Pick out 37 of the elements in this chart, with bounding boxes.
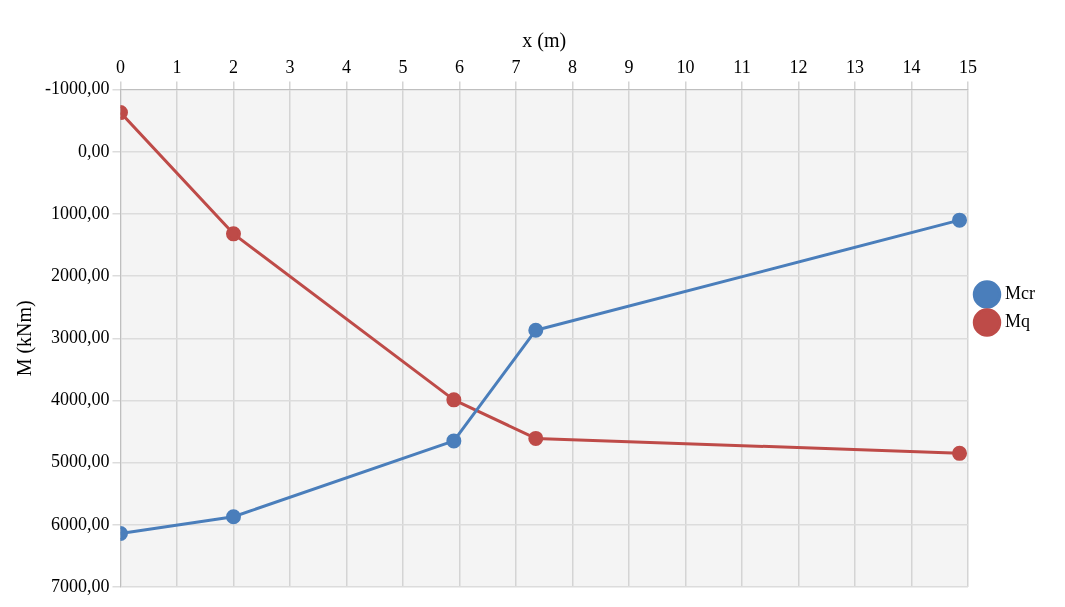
y-tick-label: 5000,00	[50, 451, 110, 472]
y-tick-label: 7000,00	[50, 575, 110, 596]
y-tick-label: 2000,00	[50, 264, 110, 285]
x-tick-label: 10	[676, 56, 695, 77]
point	[952, 212, 968, 228]
y-tick-label: -1000,00	[44, 78, 110, 99]
x-axis-title: x (m)	[522, 29, 567, 53]
x-tick-label: 15	[959, 56, 978, 77]
legend-label: Mq	[1005, 311, 1031, 332]
y-tick-label: 1000,00	[50, 202, 110, 223]
x-tick-label: 11	[733, 56, 751, 77]
x-tick-label: 13	[846, 56, 865, 77]
y-axis-title: M (kNm)	[13, 300, 37, 377]
y-tick-label: 3000,00	[50, 327, 110, 348]
point	[952, 445, 968, 461]
point	[446, 433, 462, 449]
x-tick-label: 0	[115, 56, 125, 77]
x-tick-label: 12	[789, 56, 808, 77]
point	[446, 392, 462, 408]
x-tick-label: 5	[398, 56, 408, 77]
x-tick-label: 7	[511, 56, 521, 77]
x-tick-label: 1	[172, 56, 182, 77]
x-tick-label: 4	[342, 56, 351, 77]
x-tick-label: 8	[568, 56, 577, 77]
x-tick-label: 6	[455, 56, 464, 77]
point	[528, 322, 544, 338]
x-tick-label: 3	[285, 56, 295, 77]
y-tick-label: 0,00	[77, 140, 110, 161]
x-tick-label: 9	[624, 56, 634, 77]
point	[528, 430, 544, 446]
x-tick-label: 2	[229, 56, 238, 77]
y-tick-label: 6000,00	[50, 513, 110, 534]
legend-label: Mcr	[1005, 283, 1036, 304]
point	[226, 509, 241, 525]
point	[226, 226, 241, 242]
x-tick-label: 14	[902, 56, 921, 77]
y-tick-label: 4000,00	[50, 389, 110, 410]
